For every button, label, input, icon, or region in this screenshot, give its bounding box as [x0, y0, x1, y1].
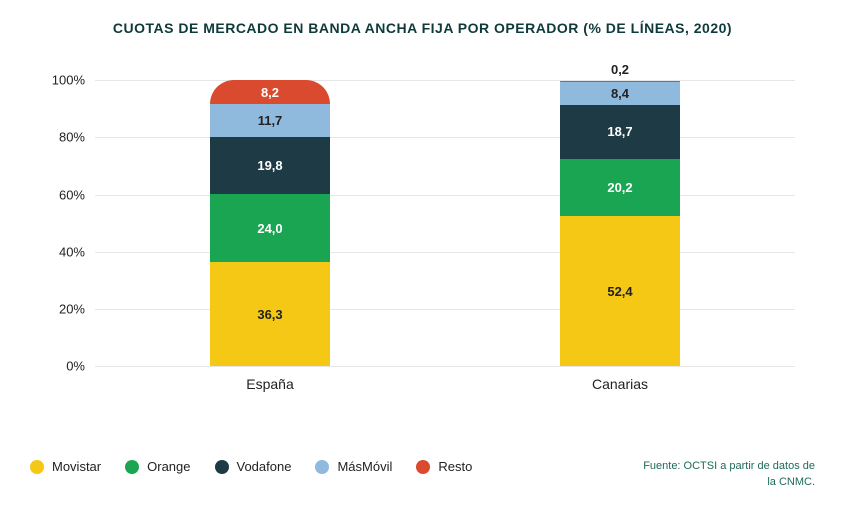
bars-wrap: 36,324,019,811,78,2España52,420,218,78,4…: [95, 66, 795, 366]
segment-resto: [560, 81, 680, 82]
source-text: Fuente: OCTSI a partir de datos de la CN…: [635, 459, 815, 490]
legend-swatch: [30, 460, 44, 474]
y-tick-label: 20%: [59, 301, 95, 316]
segment-value: 20,2: [607, 180, 632, 195]
y-tick-label: 0%: [66, 359, 95, 374]
x-label: Canarias: [592, 366, 648, 392]
legend-item: Orange: [125, 459, 190, 474]
chart-area: 0%20%40%60%80%100%36,324,019,811,78,2Esp…: [95, 56, 795, 396]
segment-resto: 8,2: [210, 80, 330, 103]
legend-label: Resto: [438, 459, 472, 474]
y-tick-label: 100%: [52, 73, 95, 88]
bar-slot: 36,324,019,811,78,2España: [195, 66, 345, 366]
segment-value: 19,8: [257, 158, 282, 173]
legend-swatch: [215, 460, 229, 474]
legend-swatch: [315, 460, 329, 474]
segment-value: 18,7: [607, 124, 632, 139]
segment-value: 11,7: [258, 113, 283, 128]
segment-orange: 20,2: [560, 159, 680, 217]
legend-item: MásMóvil: [315, 459, 392, 474]
segment-value: 8,2: [261, 85, 279, 100]
legend-item: Movistar: [30, 459, 101, 474]
bar-slot: 52,420,218,78,40,2Canarias: [545, 66, 695, 366]
y-tick-label: 40%: [59, 244, 95, 259]
legend-swatch: [416, 460, 430, 474]
chart-title: CUOTAS DE MERCADO EN BANDA ANCHA FIJA PO…: [30, 20, 815, 36]
y-tick-label: 80%: [59, 130, 95, 145]
legend-label: MásMóvil: [337, 459, 392, 474]
y-tick-label: 60%: [59, 187, 95, 202]
gridline: [95, 366, 795, 367]
segment-value: 52,4: [607, 284, 632, 299]
x-label: España: [246, 366, 293, 392]
segment-value: 24,0: [257, 221, 282, 236]
bar-stack: 52,420,218,78,40,2: [560, 81, 680, 366]
segment-value: 8,4: [611, 86, 629, 101]
legend: Movistar Orange Vodafone MásMóvil Resto: [30, 459, 472, 474]
segment-vodafone: 19,8: [210, 137, 330, 194]
legend-row: Movistar Orange Vodafone MásMóvil Resto Fuen…: [30, 459, 815, 490]
legend-label: Vodafone: [237, 459, 292, 474]
segment-movistar: 36,3: [210, 262, 330, 366]
plot-region: 0%20%40%60%80%100%36,324,019,811,78,2Esp…: [95, 66, 795, 366]
segment-movistar: 52,4: [560, 216, 680, 366]
bar-stack: 36,3 24,0 19,8 11,7 8,2: [210, 80, 330, 366]
segment-vodafone: 18,7: [560, 105, 680, 158]
segment-orange: 24,0: [210, 194, 330, 263]
overflow-value: 0,2: [611, 62, 629, 81]
segment-value: 36,3: [257, 307, 282, 322]
chart-container: CUOTAS DE MERCADO EN BANDA ANCHA FIJA PO…: [0, 0, 845, 508]
legend-swatch: [125, 460, 139, 474]
legend-label: Movistar: [52, 459, 101, 474]
legend-item: Resto: [416, 459, 472, 474]
legend-label: Orange: [147, 459, 190, 474]
segment-másmóvil: 11,7: [210, 104, 330, 137]
segment-másmóvil: 8,4: [560, 81, 680, 105]
legend-item: Vodafone: [215, 459, 292, 474]
